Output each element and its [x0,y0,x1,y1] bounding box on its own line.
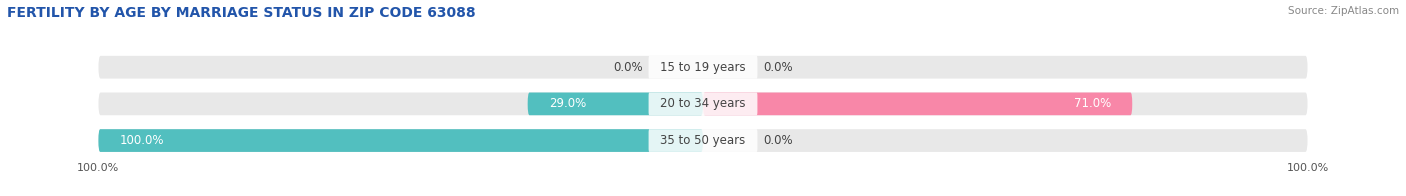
FancyBboxPatch shape [98,93,1308,115]
FancyBboxPatch shape [98,129,1308,152]
FancyBboxPatch shape [527,93,703,115]
FancyBboxPatch shape [648,129,758,152]
Text: 0.0%: 0.0% [763,61,793,74]
Text: 0.0%: 0.0% [763,134,793,147]
Text: 100.0%: 100.0% [120,134,165,147]
FancyBboxPatch shape [648,56,758,79]
FancyBboxPatch shape [703,93,1132,115]
Text: 35 to 50 years: 35 to 50 years [661,134,745,147]
FancyBboxPatch shape [648,93,758,115]
Text: 71.0%: 71.0% [1074,97,1111,110]
Text: 0.0%: 0.0% [613,61,643,74]
Text: 20 to 34 years: 20 to 34 years [661,97,745,110]
FancyBboxPatch shape [98,129,703,152]
Text: Source: ZipAtlas.com: Source: ZipAtlas.com [1288,6,1399,16]
FancyBboxPatch shape [98,56,1308,79]
Text: 29.0%: 29.0% [548,97,586,110]
Text: 15 to 19 years: 15 to 19 years [661,61,745,74]
Text: FERTILITY BY AGE BY MARRIAGE STATUS IN ZIP CODE 63088: FERTILITY BY AGE BY MARRIAGE STATUS IN Z… [7,6,475,20]
